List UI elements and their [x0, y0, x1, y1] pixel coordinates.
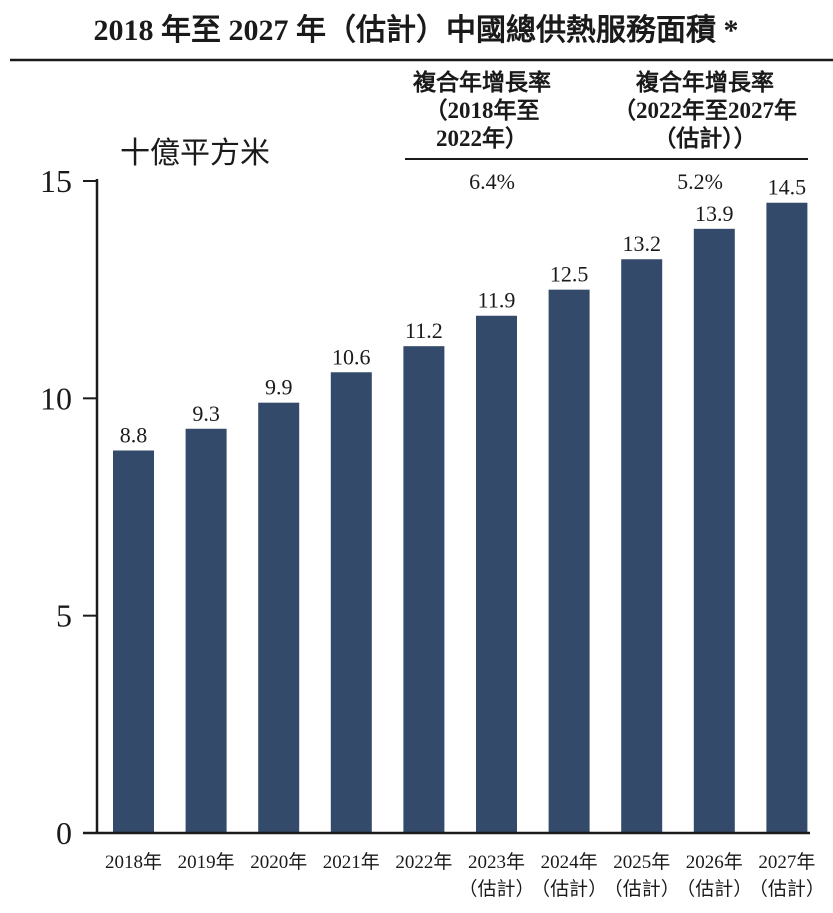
x-tick-sublabel: （估計） [458, 878, 534, 900]
x-tick-label: 2018年 [105, 851, 162, 873]
cagr-heading-line: 複合年增長率 [413, 69, 551, 95]
x-tick-sublabel: （估計） [749, 878, 825, 900]
cagr-header: 複合年增長率（2018年至2022年）6.4%複合年增長率（2022年至2027… [413, 69, 797, 194]
bar [258, 402, 300, 833]
bar [548, 289, 590, 834]
bar-value-label: 9.9 [265, 375, 293, 400]
bar-value-label: 11.9 [478, 288, 516, 313]
x-tick-label: 2027年 [758, 851, 815, 873]
cagr-value: 5.2% [677, 169, 723, 194]
bar-value-label: 12.5 [550, 262, 589, 287]
y-axis-label: 十億平方米 [120, 137, 270, 170]
x-tick-label: 2026年 [686, 851, 743, 873]
x-axis: 2018年 2019年 2020年 2021年 2022年 2023年 （估計） 2024年 （… [83, 831, 825, 900]
bar [113, 450, 154, 833]
x-tick-sublabel: （估計） [531, 878, 607, 900]
bar-value-label: 10.6 [332, 344, 371, 369]
bar-value-label: 11.2 [405, 318, 443, 343]
x-tick-label: 2024年 [541, 851, 598, 873]
x-tick-label: 2021年 [323, 851, 380, 873]
bar [621, 259, 663, 833]
x-tick-label: 2023年 [468, 851, 525, 873]
bar [766, 202, 808, 833]
bar [185, 428, 227, 833]
bar [476, 315, 517, 833]
x-tick-sublabel: （估計） [604, 878, 680, 900]
cagr-value: 6.4% [469, 169, 515, 194]
cagr-heading-line: （2022年至2027年 [613, 97, 797, 123]
x-tick-label: 2025年 [613, 851, 670, 873]
y-tick-label: 5 [56, 598, 72, 634]
x-tick-sublabel: （估計） [676, 878, 752, 900]
bar-value-label: 8.8 [120, 422, 148, 447]
bar [330, 372, 372, 833]
y-tick-label: 0 [56, 815, 72, 851]
cagr-heading-line: 複合年增長率 [636, 69, 774, 95]
chart-title: 2018 年至 2027 年（估計）中國總供熱服務面積 * [94, 13, 739, 47]
cagr-heading-line: （估計）） [653, 125, 757, 151]
bars: 8.8 9.3 9.9 10.6 11.2 11.9 12.5 13.2 13.9 14.5 [113, 175, 808, 834]
bar-value-label: 9.3 [192, 401, 220, 426]
bar-value-label: 13.9 [695, 201, 734, 226]
cagr-heading-line: 2022年） [436, 125, 528, 151]
bar [403, 346, 445, 833]
x-tick-label: 2019年 [178, 851, 235, 873]
x-tick-label: 2020年 [250, 851, 307, 873]
y-tick-label: 15 [40, 163, 72, 199]
x-tick-label: 2022年 [395, 851, 452, 873]
bar-value-label: 13.2 [622, 231, 661, 256]
y-axis: 0 5 10 15 [40, 163, 99, 851]
bar-value-label: 14.5 [768, 175, 807, 200]
cagr-heading-line: （2018年至 [425, 97, 540, 123]
y-tick-label: 10 [40, 380, 72, 416]
bar [693, 228, 735, 833]
